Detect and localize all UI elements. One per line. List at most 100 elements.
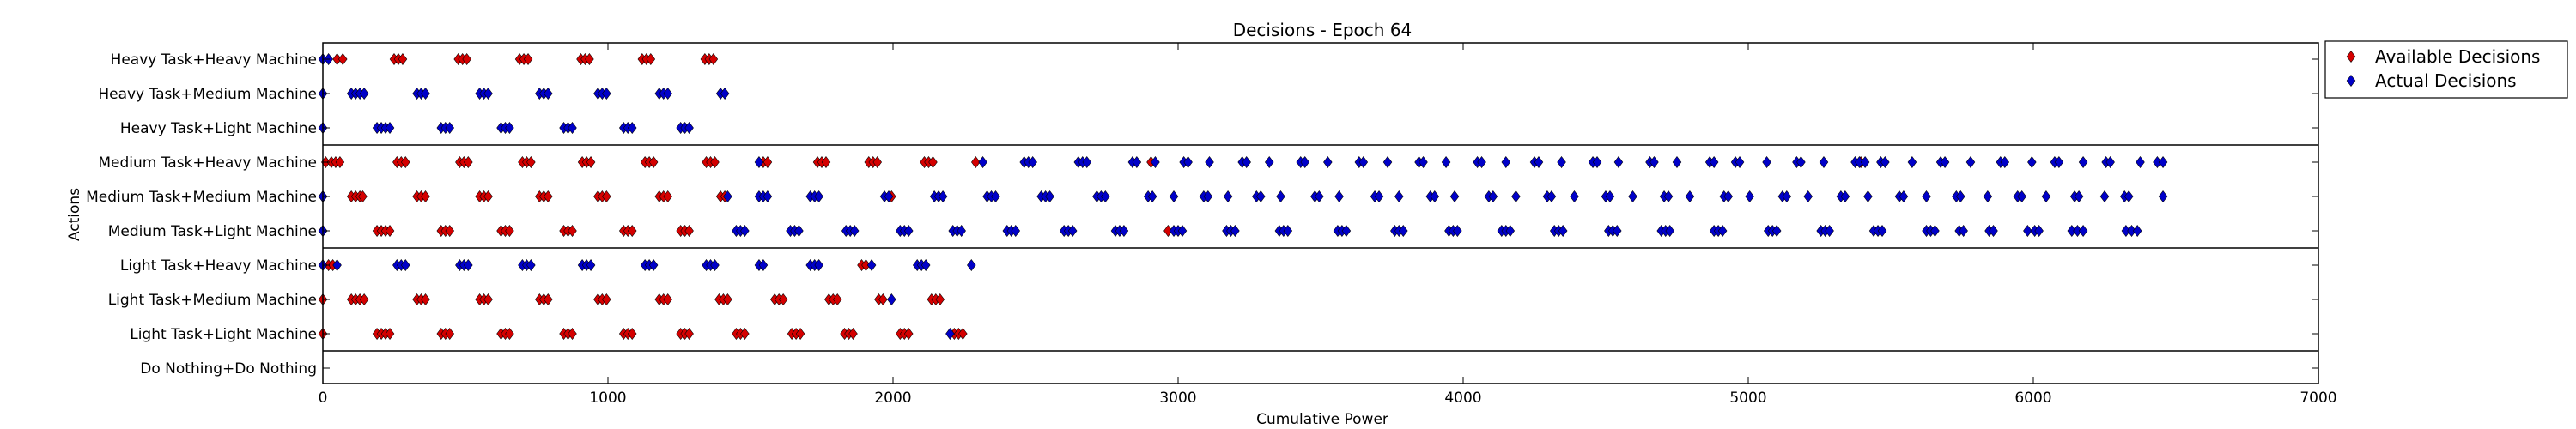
actual-decision-point	[1796, 156, 1806, 168]
available-decision-point	[359, 293, 369, 305]
actual-decision-point	[1505, 225, 1516, 237]
actual-decision-point	[332, 259, 342, 271]
legend-entry-label: Actual Decisions	[2375, 70, 2517, 91]
actual-decision-point	[359, 88, 369, 100]
actual-decision-point	[1230, 225, 1240, 237]
available-decision-point	[398, 53, 408, 65]
actual-decision-point	[1762, 156, 1771, 168]
actual-decision-point	[648, 259, 659, 271]
actual-decision-point	[1119, 225, 1129, 237]
actual-decision-point	[1570, 190, 1579, 202]
actual-decision-point	[1203, 190, 1213, 202]
available-decision-point	[928, 156, 938, 168]
legend-entry-label: Available Decisions	[2375, 46, 2540, 67]
actual-decision-point	[967, 259, 976, 271]
available-decision-point	[663, 293, 672, 305]
actual-decision-point	[2078, 225, 2088, 237]
available-decision-point	[421, 190, 430, 202]
actual-decision-point	[1242, 156, 1251, 168]
actual-decision-point	[1300, 156, 1309, 168]
y-tick-label: Medium Task+Light Machine	[108, 223, 317, 240]
actual-decision-point	[945, 328, 955, 340]
actual-decision-point	[684, 122, 694, 134]
available-decision-point	[385, 328, 395, 340]
actual-decision-point	[421, 88, 430, 100]
actual-decision-point	[445, 122, 454, 134]
y-tick-label: Light Task+Light Machine	[130, 326, 317, 343]
available-decision-point	[385, 225, 395, 237]
available-decision-point	[795, 328, 805, 340]
actual-decision-point	[887, 293, 896, 305]
actual-decision-point	[1453, 225, 1462, 237]
actual-decision-point	[1358, 156, 1369, 168]
actual-decision-point	[385, 122, 395, 134]
actual-decision-point	[740, 225, 750, 237]
actual-decision-point	[1628, 190, 1637, 202]
actual-decision-point	[568, 122, 577, 134]
actual-decision-point	[1557, 156, 1566, 168]
actual-decision-point	[1959, 225, 1968, 237]
available-decision-point	[971, 156, 981, 168]
actual-decision-point	[938, 190, 948, 202]
actual-decision-point	[586, 259, 596, 271]
actual-decision-point	[401, 259, 410, 271]
actual-decision-point	[1899, 190, 1909, 202]
actual-decision-point	[904, 225, 914, 237]
actual-decision-point	[1256, 190, 1266, 202]
actual-decision-point	[1989, 225, 1998, 237]
x-tick-label: 6000	[2014, 390, 2051, 407]
available-decision-point	[646, 53, 656, 65]
available-decision-point	[523, 53, 533, 65]
actual-decision-point	[1067, 225, 1078, 237]
actual-decision-point	[1488, 190, 1498, 202]
available-decision-point	[762, 156, 773, 168]
actual-decision-point	[1132, 156, 1142, 168]
actual-decision-point	[1430, 190, 1440, 202]
available-decision-point	[663, 190, 672, 202]
actual-decision-point	[1735, 156, 1745, 168]
actual-decision-point	[1880, 156, 1890, 168]
actual-decision-point	[1183, 156, 1193, 168]
available-decision-point	[505, 225, 514, 237]
actual-decision-point	[1956, 190, 1965, 202]
actual-decision-point	[2034, 225, 2044, 237]
actual-decision-point	[1717, 225, 1728, 237]
x-axis-label: Cumulative Power	[1256, 411, 1388, 428]
available-decision-point	[335, 156, 345, 168]
available-decision-point	[602, 293, 611, 305]
available-decision-point	[544, 293, 553, 305]
actual-decision-point	[1028, 156, 1037, 168]
available-decision-point	[401, 156, 410, 168]
actual-decision-point	[1965, 156, 1976, 168]
actual-decision-point	[758, 259, 769, 271]
actual-decision-point	[602, 88, 611, 100]
actual-decision-point	[663, 88, 672, 100]
available-decision-point	[568, 225, 577, 237]
actual-decision-point	[2099, 190, 2110, 202]
plot-area	[323, 43, 2318, 384]
available-decision-point	[740, 328, 750, 340]
actual-decision-point	[1819, 156, 1829, 168]
actual-decision-point	[1940, 156, 1950, 168]
available-decision-point	[708, 53, 719, 65]
actual-decision-point	[1613, 225, 1622, 237]
actual-decision-point	[794, 225, 804, 237]
group-separators	[323, 144, 2318, 352]
actual-decision-point	[1922, 190, 1931, 202]
available-decision-point	[684, 225, 694, 237]
actual-decision-point	[1323, 156, 1333, 168]
actual-decision-point	[627, 122, 637, 134]
axes: 0 1000 2000 3000 4000 5000 6000 7000 Heavy Task+…	[86, 42, 2337, 407]
available-decision-point	[821, 156, 831, 168]
actual-decision-point	[1930, 225, 1940, 237]
actual-decision-point	[526, 259, 536, 271]
x-tick-label: 0	[319, 390, 328, 407]
actual-decision-point	[814, 259, 823, 271]
actual-decision-point	[1782, 190, 1792, 202]
actual-decision-point	[710, 259, 720, 271]
actual-decision-point	[2105, 156, 2115, 168]
actual-decision-point	[1723, 190, 1734, 202]
actual-decision-point	[1534, 156, 1544, 168]
actual-decision-point	[1334, 190, 1344, 202]
actual-decision-point	[1169, 190, 1179, 202]
